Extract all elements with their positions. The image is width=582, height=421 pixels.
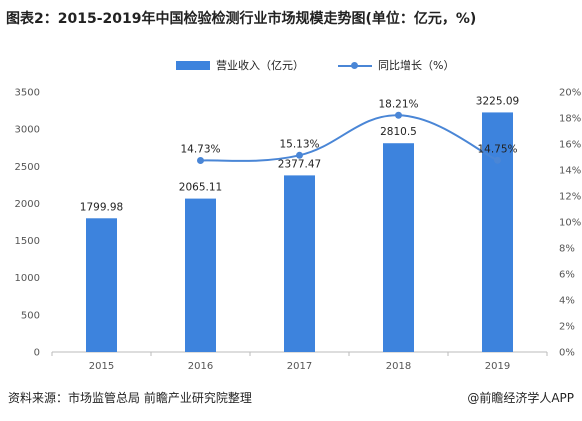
y-left-tick-label: 500: [21, 310, 40, 321]
bar-2015: [86, 218, 117, 352]
brand-credit: @前瞻经济学人APP: [467, 391, 574, 405]
x-tick-label: 2015: [89, 361, 114, 372]
y-right-tick-label: 18%: [559, 114, 581, 125]
bar-2018: [383, 143, 414, 352]
growth-point-2018: [395, 111, 402, 119]
legend: 营业收入（亿元） 同比增长（%）: [176, 57, 454, 73]
y-left-tick-label: 2500: [15, 162, 40, 173]
y-right-tick-label: 4%: [559, 296, 575, 307]
bar-value-label: 1799.98: [80, 201, 123, 213]
bar-2019: [482, 112, 513, 353]
growth-value-label: 14.75%: [477, 143, 517, 155]
growth-value-label: 18.21%: [378, 98, 418, 110]
y-left-tick-label: 1500: [15, 236, 40, 247]
y-right-tick-label: 0%: [559, 348, 575, 359]
y-left-tick-label: 0: [34, 348, 40, 359]
x-tick-label: 2018: [386, 361, 411, 372]
legend-revenue-label: 营业收入（亿元）: [216, 59, 304, 72]
y-left-tick-label: 2000: [15, 199, 40, 210]
y-right-tick-label: 12%: [559, 192, 581, 203]
growth-point-2017: [296, 151, 303, 159]
bar-2016: [185, 198, 216, 352]
source-note: 资料来源：市场监管总局 前瞻产业研究院整理: [8, 391, 252, 405]
bar-value-label: 2810.5: [380, 126, 417, 138]
growth-point-2019: [494, 156, 501, 164]
bar-2017: [284, 175, 315, 352]
growth-value-label: 15.13%: [279, 138, 319, 150]
bar-value-label: 2065.11: [179, 182, 222, 194]
y-left-tick-label: 1000: [15, 273, 40, 284]
x-tick-label: 2017: [287, 361, 312, 372]
chart-title: 图表2：2015-2019年中国检验检测行业市场规模走势图(单位：亿元，%): [6, 11, 477, 27]
bar-value-label: 2377.47: [278, 158, 321, 170]
legend-growth-label: 同比增长（%）: [378, 59, 455, 72]
legend-bar-swatch: [176, 60, 210, 70]
y-right-tick-label: 6%: [559, 270, 575, 281]
y-left-tick-label: 3500: [15, 88, 40, 99]
y-right-tick-label: 10%: [559, 218, 581, 229]
y-right-tick-label: 14%: [559, 166, 581, 177]
growth-value-label: 14.73%: [180, 144, 220, 156]
growth-point-2016: [197, 157, 204, 165]
bar-value-label: 3225.09: [476, 95, 519, 107]
y-right-tick-label: 16%: [559, 140, 581, 151]
y-left-tick-label: 3000: [15, 125, 40, 136]
y-right-tick-label: 8%: [559, 244, 575, 255]
growth-line: [200, 114, 498, 162]
y-right-tick-label: 2%: [559, 322, 575, 333]
y-right-tick-label: 20%: [559, 88, 581, 99]
x-tick-label: 2019: [485, 361, 510, 372]
legend-line-swatch: [338, 61, 372, 70]
x-tick-label: 2016: [188, 361, 213, 372]
